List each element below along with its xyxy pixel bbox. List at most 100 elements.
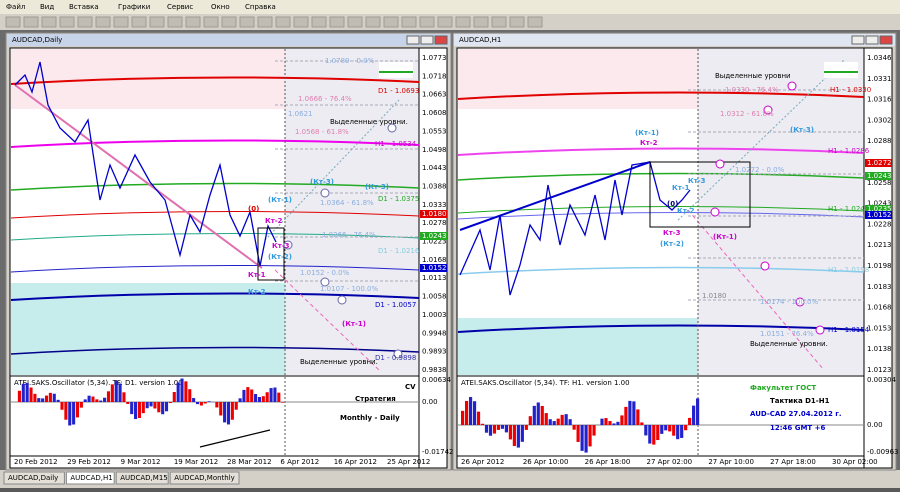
- oscillator-bar: [277, 393, 280, 402]
- window-button[interactable]: [880, 36, 892, 44]
- oscillator-bar: [18, 391, 21, 402]
- tab-label[interactable]: AUDCAD,H1: [70, 474, 112, 482]
- price-label: 0.9893: [422, 348, 447, 356]
- oscillator-bar: [501, 425, 504, 429]
- oscillator-bar: [227, 402, 230, 424]
- toolbar-button[interactable]: [78, 17, 92, 27]
- menu-item[interactable]: Справка: [245, 3, 276, 11]
- annotation: (Кт-1): [268, 196, 292, 204]
- menu-item[interactable]: Файл: [6, 3, 25, 11]
- menu-item[interactable]: Вставка: [69, 3, 99, 11]
- oscillator-bar: [656, 425, 659, 440]
- oscillator-bar: [505, 425, 508, 432]
- annotation: 1.0266 - 76.4%: [322, 231, 376, 239]
- oscillator-bar: [95, 399, 98, 402]
- menu-item[interactable]: Графики: [118, 3, 150, 11]
- toolbar-button[interactable]: [150, 17, 164, 27]
- price-label: 1.0663: [422, 91, 447, 99]
- toolbar-button[interactable]: [474, 17, 488, 27]
- menu-item[interactable]: Вид: [40, 3, 54, 11]
- date-label: 26 Apr 10:00: [523, 458, 569, 466]
- window-button[interactable]: [407, 36, 419, 44]
- level-marker: [338, 296, 346, 304]
- toolbar-button[interactable]: [456, 17, 470, 27]
- toolbar-button[interactable]: [24, 17, 38, 27]
- annotation: H1 - 1.0198: [828, 266, 869, 274]
- oscillator-bar: [68, 402, 71, 425]
- oscillator-bar: [541, 406, 544, 425]
- toolbar-button[interactable]: [240, 17, 254, 27]
- annotation: D1 - 1.0057: [375, 301, 416, 309]
- toolbar-button[interactable]: [492, 17, 506, 27]
- annotation: 1.0666 - 76.4%: [298, 95, 352, 103]
- indicator-note: 12:46 GMT +6: [770, 424, 826, 432]
- price-label: 1.0608: [422, 109, 447, 117]
- oscillator-bar: [545, 413, 548, 425]
- indicator-label: -0.00963: [867, 448, 898, 456]
- toolbar-button[interactable]: [258, 17, 272, 27]
- toolbar-button[interactable]: [312, 17, 326, 27]
- oscillator-bar: [173, 392, 176, 402]
- indicator-title: ATEI.SAKS.Oscillator (5,34). TF: H1. ver…: [461, 379, 630, 387]
- price-label: 1.0138: [867, 345, 892, 353]
- oscillator-bar: [80, 402, 83, 408]
- toolbar-button[interactable]: [348, 17, 362, 27]
- date-label: 26 Apr 2012: [461, 458, 504, 466]
- oscillator-bar: [577, 425, 580, 442]
- oscillator-bar: [26, 383, 29, 402]
- annotation: Кт-1: [672, 184, 690, 192]
- indicator-note: Факультет ГОСТ: [750, 384, 816, 392]
- toolbar-button[interactable]: [294, 17, 308, 27]
- toolbar-button[interactable]: [60, 17, 74, 27]
- oscillator-bar: [616, 422, 619, 425]
- menu-item[interactable]: Окно: [211, 3, 230, 11]
- window-button[interactable]: [435, 36, 447, 44]
- toolbar-button[interactable]: [384, 17, 398, 27]
- toolbar-button[interactable]: [330, 17, 344, 27]
- price-tag-label: 1.0152: [867, 211, 892, 219]
- toolbar-button[interactable]: [276, 17, 290, 27]
- annotation: Кт-3: [272, 242, 290, 250]
- oscillator-bar: [184, 381, 187, 402]
- toolbar-button[interactable]: [420, 17, 434, 27]
- toolbar-button[interactable]: [402, 17, 416, 27]
- annotation: 1.0107 - 100.0%: [320, 285, 379, 293]
- annotation: 1.0174 - 100.0%: [760, 298, 819, 306]
- toolbar-button[interactable]: [204, 17, 218, 27]
- window-button[interactable]: [852, 36, 864, 44]
- toolbar-button[interactable]: [438, 17, 452, 27]
- tab-label[interactable]: AUDCAD,M15: [120, 474, 168, 482]
- toolbar-button[interactable]: [510, 17, 524, 27]
- oscillator-bar: [624, 407, 627, 425]
- oscillator-bar: [180, 379, 183, 402]
- toolbar-button[interactable]: [114, 17, 128, 27]
- oscillator-bar: [91, 397, 94, 402]
- indicator-note: Monthly - Daily: [340, 414, 400, 422]
- oscillator-bar: [99, 401, 102, 402]
- menu-item[interactable]: Сервис: [167, 3, 193, 11]
- window-button[interactable]: [866, 36, 878, 44]
- toolbar-button[interactable]: [6, 17, 20, 27]
- window-button[interactable]: [421, 36, 433, 44]
- toolbar-button[interactable]: [42, 17, 56, 27]
- toolbar-button[interactable]: [132, 17, 146, 27]
- oscillator-bar: [33, 394, 36, 402]
- annotation: 1.0621: [288, 110, 313, 118]
- oscillator-bar: [692, 406, 695, 425]
- oscillator-bar: [513, 425, 516, 446]
- tab-label[interactable]: AUDCAD,Daily: [8, 474, 58, 482]
- oscillator-bar: [64, 402, 67, 420]
- toolbar-button[interactable]: [222, 17, 236, 27]
- toolbar-button[interactable]: [186, 17, 200, 27]
- oscillator-bar: [29, 388, 32, 402]
- toolbar-button[interactable]: [528, 17, 542, 27]
- price-label: 1.0278: [422, 219, 447, 227]
- toolbar-button[interactable]: [366, 17, 380, 27]
- oscillator-bar: [208, 401, 211, 402]
- annotation: (Кт-3): [310, 178, 334, 186]
- toolbar-button[interactable]: [168, 17, 182, 27]
- oscillator-bar: [169, 402, 172, 403]
- tab-label[interactable]: AUDCAD,Monthly: [174, 474, 235, 482]
- toolbar-button[interactable]: [96, 17, 110, 27]
